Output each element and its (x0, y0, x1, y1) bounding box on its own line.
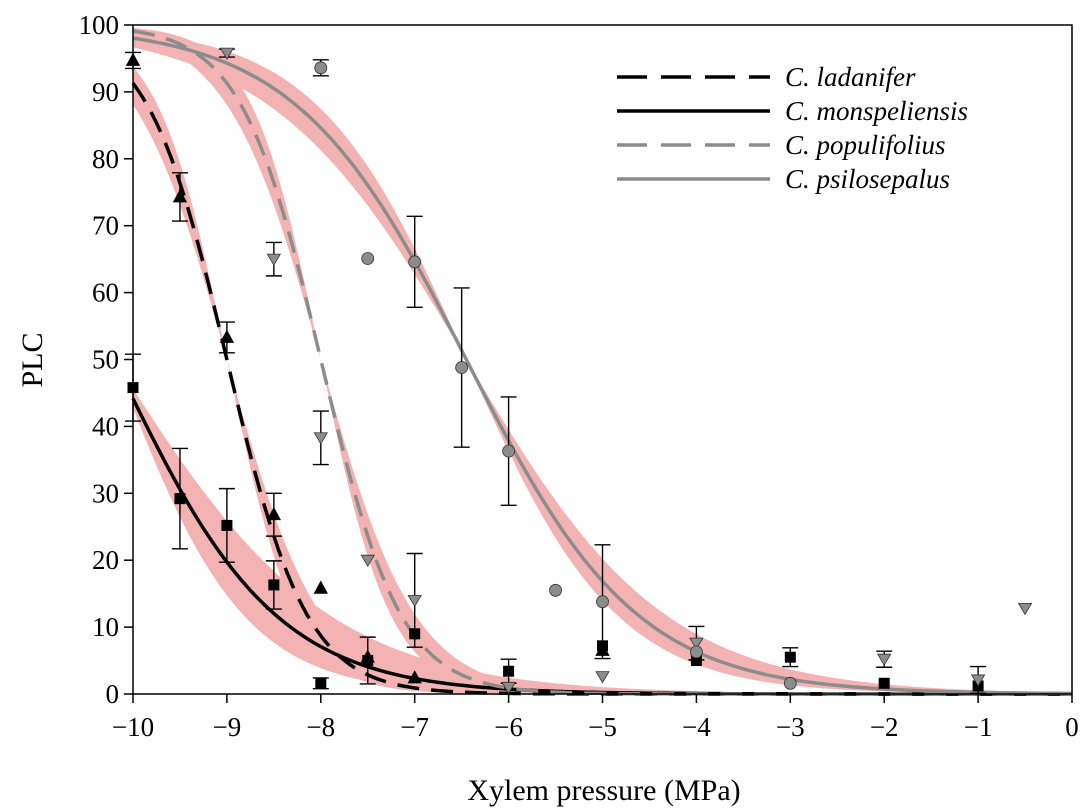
data-point-s4-8 (690, 645, 703, 659)
x-axis-title: Xylem pressure (MPa) (467, 774, 740, 807)
data-point-s2-6 (362, 655, 374, 667)
data-point-s4-9 (783, 676, 797, 690)
x-tick-label-5: −6 (494, 712, 523, 742)
legend-label-3: C. populifolius (785, 130, 946, 160)
data-point-s3-8 (689, 637, 704, 650)
y-tick-label-5: 40 (92, 411, 119, 441)
x-tick-label-6: −5 (588, 712, 617, 742)
data-point-s3-11 (1017, 602, 1033, 616)
data-point-s2-2 (174, 493, 186, 505)
y-tick-label-3: 20 (92, 545, 119, 575)
x-tick-label-2: −9 (213, 712, 242, 742)
data-point-s3-3 (313, 432, 329, 445)
data-point-s3-7 (595, 671, 610, 684)
y-tick-label-9: 80 (92, 144, 119, 174)
data-point-s3-4 (360, 554, 375, 567)
legend-label-2: C. monspeliensis (785, 96, 968, 126)
x-tick-label-11: 0 (1065, 712, 1079, 742)
data-point-s2-4 (268, 579, 280, 591)
data-point-s4-4 (455, 361, 469, 374)
axes: −10 −9 −8 −7 −6 −5 −4 −3 −2 −1 0010203040506070809… (79, 10, 1079, 742)
data-point-s4-3 (408, 255, 422, 269)
data-point-s1-7 (407, 670, 422, 684)
data-point-s3-1 (219, 47, 235, 60)
data-point-s3-5 (407, 594, 422, 608)
x-tick-label-3: −8 (306, 712, 335, 742)
x-tick-label-10: −1 (964, 712, 993, 742)
x-tick-label-4: −7 (400, 712, 429, 742)
y-tick-label-11: 100 (79, 10, 120, 40)
y-tick-label-6: 50 (92, 345, 119, 375)
data-point-s2-8 (503, 665, 515, 677)
data-point-s3-6 (501, 681, 516, 695)
x-tick-label-8: −3 (776, 712, 805, 742)
y-tick-label-1: 0 (106, 679, 120, 709)
confidence-band-4 (133, 32, 1072, 694)
data-point-s2-3 (221, 519, 233, 531)
data-point-s3-9 (876, 653, 892, 666)
x-tick-label-9: −2 (870, 712, 899, 742)
confidence-bands (133, 28, 1072, 694)
data-point-s2-5 (315, 677, 327, 689)
data-point-s3-10 (970, 674, 986, 687)
data-points (125, 47, 1033, 695)
data-point-s4-1 (314, 61, 328, 75)
data-point-s1-2 (172, 189, 188, 203)
y-tick-label-4: 30 (92, 478, 119, 508)
data-point-s1-4 (266, 506, 282, 521)
y-tick-label-10: 90 (92, 77, 119, 107)
data-point-s1-3 (219, 329, 235, 343)
legend-label-1: C. ladanifer (785, 62, 916, 92)
y-tick-label-2: 10 (92, 612, 119, 642)
data-point-s4-2 (361, 252, 375, 265)
data-point-s3-2 (266, 253, 282, 266)
x-tick-label-1: −10 (112, 712, 154, 742)
legend: C. ladanifer C. monspeliensis C. populifol… (617, 62, 968, 194)
y-tick-label-7: 60 (92, 278, 119, 308)
x-tick-label-7: −4 (682, 712, 711, 742)
data-point-s2-11 (784, 651, 796, 663)
y-tick-label-8: 70 (92, 211, 119, 241)
data-point-s4-6 (549, 583, 562, 597)
confidence-band-3 (133, 28, 1072, 694)
legend-label-4: C. psilosepalus (785, 164, 950, 194)
y-axis-title: PLC (16, 332, 49, 387)
data-point-s4-5 (502, 444, 516, 458)
data-point-s2-12 (878, 677, 890, 689)
data-point-s1-5 (313, 580, 328, 594)
data-point-s4-7 (596, 595, 609, 609)
